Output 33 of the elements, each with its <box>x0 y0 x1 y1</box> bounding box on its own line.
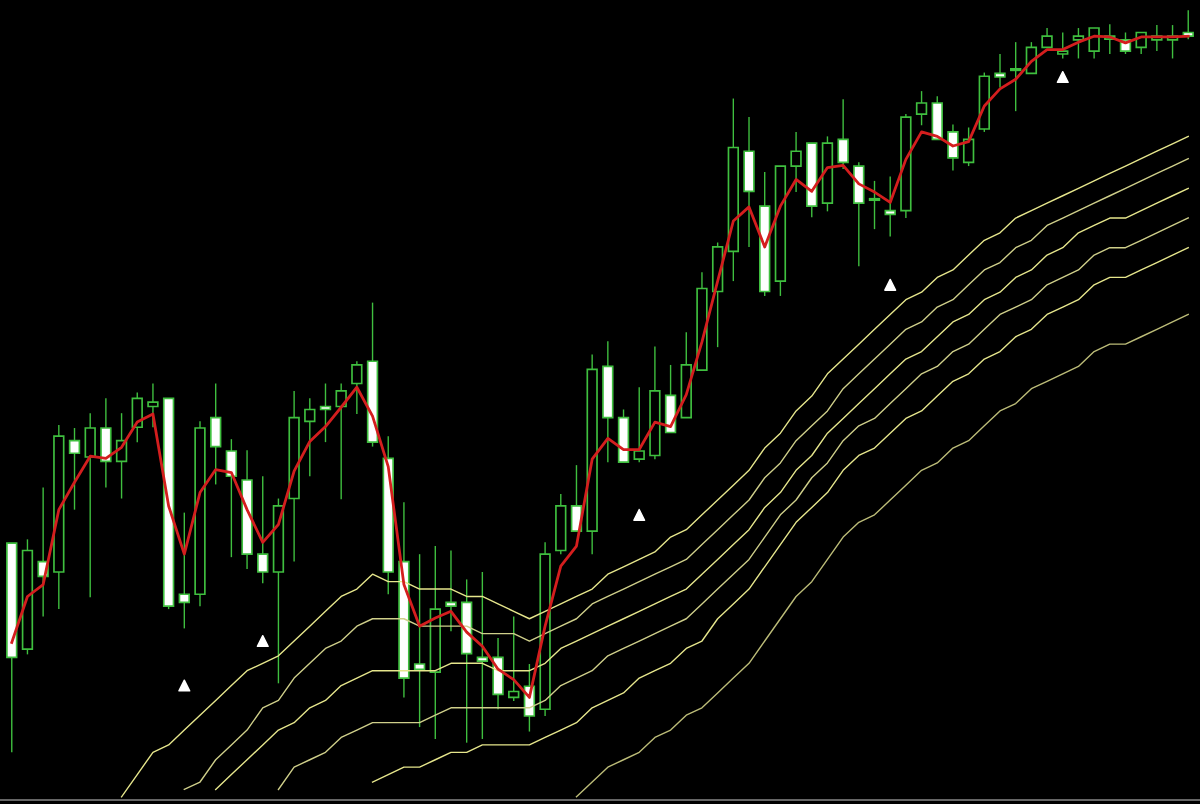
point <box>884 278 897 291</box>
candlestick <box>178 511 191 630</box>
candlestick <box>429 545 441 740</box>
point <box>256 634 269 648</box>
candlestick <box>413 553 426 728</box>
candlestick <box>209 382 222 486</box>
candlestick <box>649 345 661 460</box>
candlestick <box>1009 41 1022 112</box>
candlestick <box>539 541 551 717</box>
candlestick <box>900 113 912 219</box>
candlestick <box>727 97 740 282</box>
candlestick <box>335 382 347 500</box>
point <box>633 508 646 521</box>
point <box>1056 70 1069 84</box>
candlestick <box>884 175 896 238</box>
candlestick <box>194 420 206 607</box>
candlestick <box>100 397 112 489</box>
candlestick <box>351 360 363 415</box>
candlestick <box>445 549 457 633</box>
candlestick <box>868 180 881 230</box>
candlestick <box>288 390 300 563</box>
candlestick <box>1151 24 1163 52</box>
candlestick <box>241 449 253 570</box>
candlestick <box>586 353 598 555</box>
candlestick <box>994 53 1006 89</box>
candlestick <box>743 116 755 248</box>
candlestick <box>602 340 614 463</box>
candlestick <box>115 412 128 500</box>
candlestick <box>53 424 65 610</box>
candlestick <box>476 571 489 740</box>
candlestick <box>853 161 865 267</box>
point <box>178 679 191 692</box>
candlestick <box>790 131 802 193</box>
